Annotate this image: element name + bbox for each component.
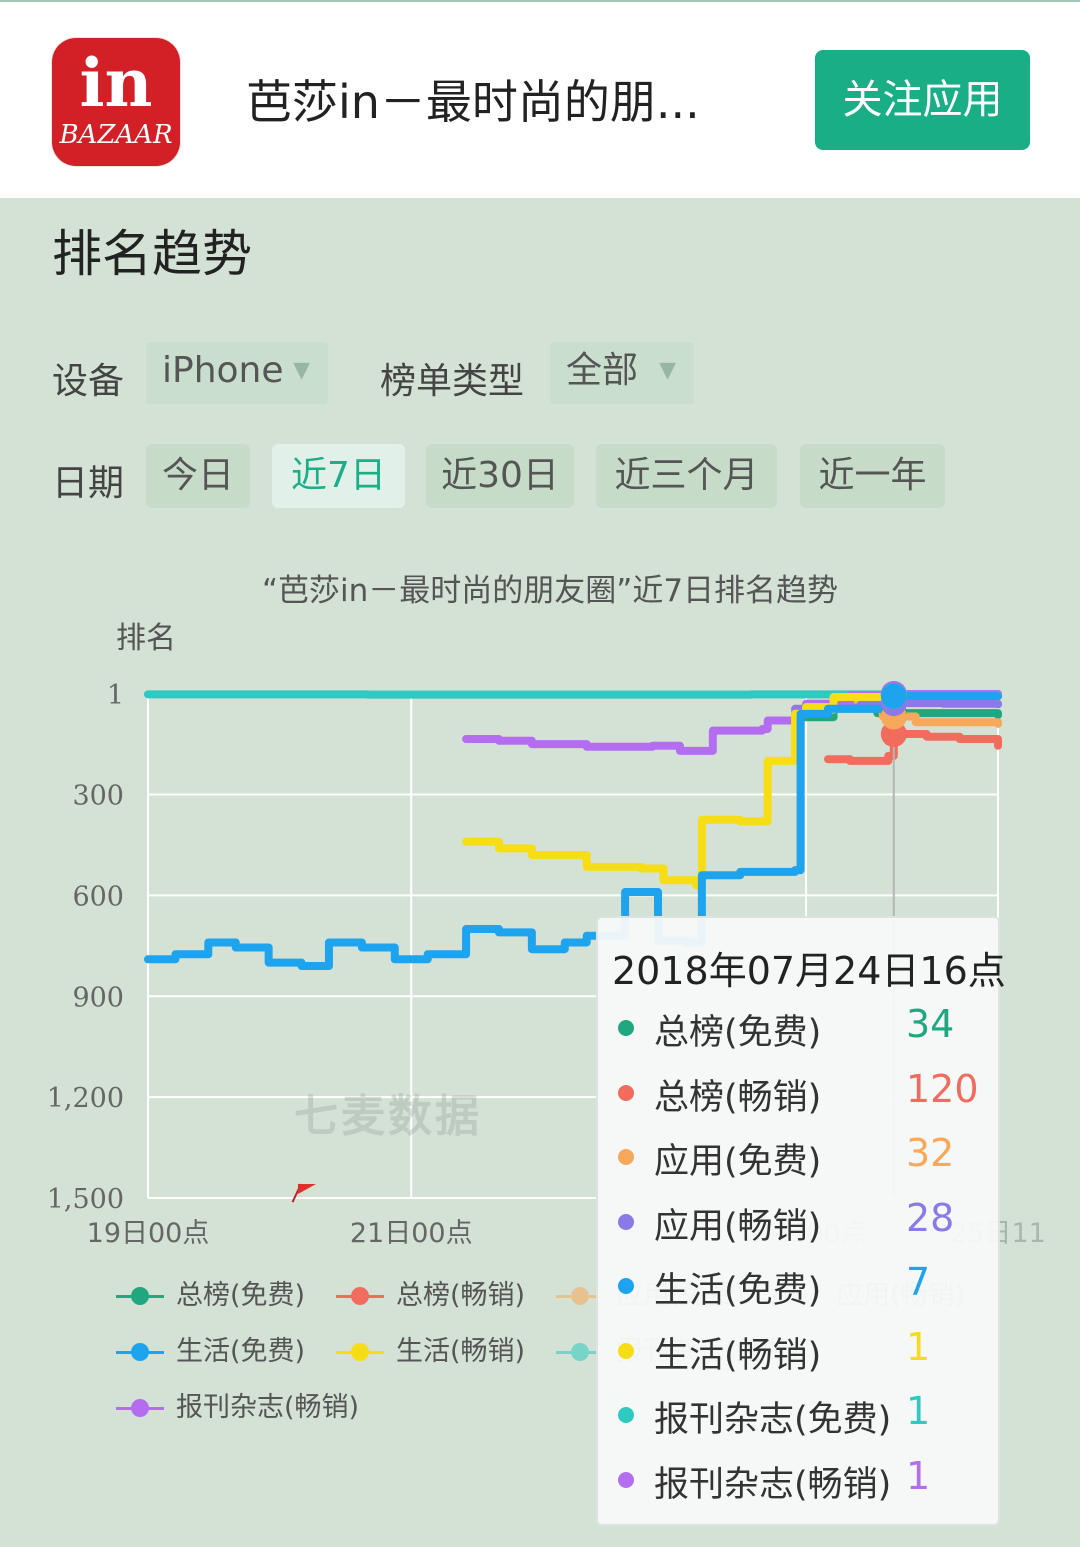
tooltip-series-name: 总榜(畅销) (654, 1077, 822, 1118)
list-type-select[interactable]: 全部 ▼ (550, 342, 694, 404)
highlight-point (880, 683, 907, 710)
tooltip-dot-icon (618, 1278, 634, 1294)
y-tick-label: 600 (72, 881, 124, 912)
tooltip-series-value: 1 (906, 1324, 931, 1369)
device-select-value: iPhone (162, 350, 284, 391)
app-icon[interactable]: in BAZAAR (52, 38, 180, 166)
tooltip-row: 生活(免费) 7 (598, 1260, 1002, 1311)
tooltip-series-value: 34 (906, 1002, 955, 1046)
tooltip-dot-icon (618, 1020, 634, 1036)
list-type-select-value: 全部 (566, 350, 639, 391)
section-title: 排名趋势 (52, 225, 252, 283)
chart-title: “芭莎in－最时尚的朋友圈”近7日排名趋势 (261, 573, 839, 609)
app-icon-subtext: BAZAAR (59, 120, 173, 150)
app-header: in BAZAAR 芭莎in－最时尚的朋... 关注应用 (0, 0, 1080, 198)
tooltip-dot-icon (618, 1149, 634, 1165)
chevron-down-icon: ▼ (659, 358, 676, 383)
x-tick-label: 21日00点 (350, 1218, 473, 1249)
y-axis-label: 排名 (116, 621, 176, 656)
series-line-2 (824, 730, 1002, 765)
tooltip-series-value: 120 (906, 1066, 979, 1111)
device-label: 设备 (52, 361, 125, 402)
legend-label: 总榜(免费) (176, 1280, 306, 1311)
tooltip-row: 总榜(免费) 34 (598, 1002, 1002, 1053)
date-option-3m[interactable]: 近三个月 (596, 444, 777, 508)
tooltip-row: 生活(畅销) 1 (598, 1324, 1002, 1376)
tooltip-row: 应用(免费) 32 (598, 1131, 1002, 1182)
chevron-down-icon: ▼ (293, 358, 310, 383)
legend-label: 生活(免费) (176, 1336, 306, 1367)
tooltip-dot-icon (618, 1084, 634, 1101)
tooltip-series-name: 报刊杂志(畅销) (654, 1464, 892, 1505)
tooltip-dot-icon (618, 1342, 634, 1359)
y-tick-label: 1,200 (47, 1083, 124, 1114)
legend-swatch-icon (336, 1287, 384, 1305)
legend-swatch-icon (116, 1343, 164, 1361)
legend-label: 总榜(畅销) (396, 1280, 526, 1311)
legend-swatch-icon (116, 1287, 164, 1305)
tooltip-series-name: 生活(畅销) (654, 1335, 822, 1376)
tooltip-row: 报刊杂志(免费) 1 (598, 1389, 1002, 1440)
legend-swatch-icon (556, 1343, 604, 1361)
y-tick-label: 1 (107, 680, 124, 711)
tooltip-series-value: 1 (906, 1389, 931, 1433)
legend-swatch-icon (336, 1343, 384, 1361)
tooltip-series-name: 生活(免费) (654, 1271, 822, 1311)
legend-swatch-icon (116, 1399, 164, 1417)
date-option-today[interactable]: 今日 (146, 444, 250, 508)
list-type-label: 榜单类型 (380, 361, 525, 402)
legend-label: 报刊杂志(畅销) (176, 1392, 360, 1423)
date-option-1y[interactable]: 近一年 (800, 444, 945, 508)
tooltip-series-value: 28 (906, 1195, 955, 1240)
tooltip-series-name: 报刊杂志(免费) (654, 1400, 892, 1440)
legend-label: 生活(畅销) (396, 1336, 526, 1367)
tooltip-series-name: 总榜(免费) (654, 1013, 822, 1053)
tooltip-row: 应用(畅销) 28 (598, 1195, 1002, 1247)
tooltip-dot-icon (618, 1407, 634, 1423)
app-title: 芭莎in－最时尚的朋... (246, 75, 700, 129)
tooltip-series-name: 应用(畅销) (654, 1206, 822, 1247)
tooltip-series-value: 1 (906, 1453, 931, 1498)
date-option-30d[interactable]: 近30日 (426, 444, 574, 508)
watermark: 七麦数据 (294, 1091, 482, 1142)
chart-tooltip: 2018年07月24日16点 总榜(免费) 34 总榜(畅销) 120 应用(免费) 32… (596, 916, 1006, 1526)
x-tick-label: 19日00点 (87, 1218, 210, 1249)
tooltip-dot-icon (618, 1213, 634, 1230)
tooltip-series-value: 7 (906, 1260, 931, 1304)
series-line-7 (144, 692, 1002, 971)
app-icon-logo: in (79, 44, 153, 122)
date-label: 日期 (52, 463, 125, 504)
tooltip-dot-icon (618, 1471, 634, 1488)
tooltip-row: 报刊杂志(畅销) 1 (598, 1453, 1002, 1505)
legend-swatch-icon (556, 1287, 604, 1305)
device-select[interactable]: iPhone ▼ (146, 342, 328, 404)
date-option-7d[interactable]: 近7日 (272, 444, 405, 508)
flag-icon[interactable] (298, 1184, 316, 1194)
follow-app-button[interactable]: 关注应用 (815, 50, 1030, 150)
tooltip-series-name: 应用(免费) (654, 1142, 822, 1182)
tooltip-title: 2018年07月24日16点 (612, 949, 1006, 993)
tooltip-series-value: 32 (906, 1131, 955, 1175)
y-tick-label: 900 (72, 982, 124, 1013)
y-tick-label: 1,500 (47, 1184, 124, 1215)
tooltip-row: 总榜(畅销) 120 (598, 1066, 1002, 1118)
y-tick-label: 300 (72, 781, 124, 812)
